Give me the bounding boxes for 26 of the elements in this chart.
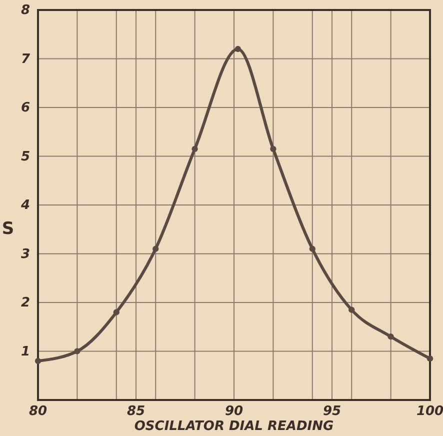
point [348, 306, 355, 313]
point [113, 309, 120, 316]
y-tick-label: 3 [20, 246, 30, 262]
y-tick-label: 2 [20, 296, 30, 311]
y-tick-label: 8 [20, 3, 30, 18]
x-tick-label: 90 [224, 404, 244, 420]
point [388, 334, 394, 340]
point [192, 146, 198, 152]
y-tick-label: 5 [20, 149, 30, 164]
y-tick-label: 7 [20, 52, 31, 67]
point [426, 355, 434, 362]
y-axis-title: S [2, 219, 14, 240]
x-axis-title: OSCILLATOR DIAL READING [134, 419, 334, 434]
point [152, 246, 159, 252]
y-tick-label: 6 [20, 100, 30, 116]
point [270, 146, 276, 152]
y-tick-label: 1 [20, 344, 30, 360]
x-tick-label: 85 [126, 404, 146, 420]
point [74, 348, 80, 354]
point [309, 246, 316, 252]
x-tick-label: 80 [28, 404, 48, 420]
x-tick-label: 95 [322, 404, 342, 420]
point [234, 46, 242, 52]
point [34, 358, 42, 364]
x-tick-label: 100 [416, 404, 443, 420]
y-tick-label: 4 [20, 198, 30, 214]
